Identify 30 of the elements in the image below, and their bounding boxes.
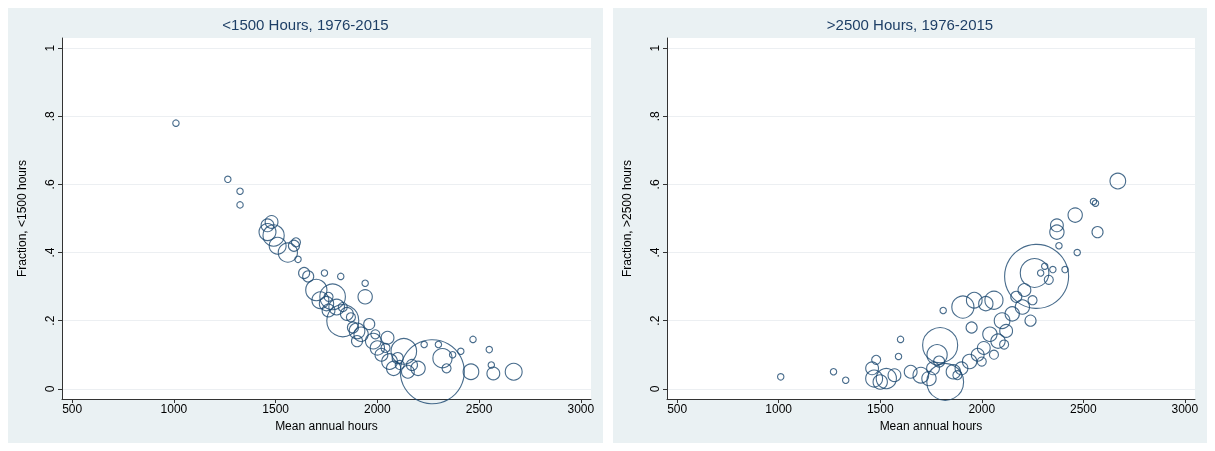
x-tick-label: 2500: [1069, 402, 1097, 416]
x-axis-title: Mean annual hours: [879, 418, 983, 433]
y-tick-label: .4: [43, 247, 57, 258]
x-tick-label: 1000: [160, 402, 188, 416]
y-tick-label: .6: [43, 179, 57, 190]
x-tick-label: 500: [667, 402, 688, 416]
y-axis-title: Fraction, <1500 hours: [15, 159, 29, 278]
x-axis-title: Mean annual hours: [275, 418, 378, 433]
y-tick-label: .8: [43, 111, 57, 122]
y-axis-title: Fraction, >2500 hours: [620, 159, 634, 278]
x-tick-label: 500: [62, 402, 83, 416]
x-tick-label: 2000: [364, 402, 392, 416]
y-tick-label: 1: [648, 44, 662, 52]
x-tick-label: 3000: [567, 402, 595, 416]
y-tick-label: .2: [43, 315, 57, 326]
y-tick-label: 1: [43, 44, 57, 52]
chart-title: >2500 Hours, 1976-2015: [826, 16, 994, 33]
x-tick-label: 2000: [968, 402, 996, 416]
y-tick-label: .6: [648, 179, 662, 190]
y-tick-label: 0: [43, 385, 57, 393]
x-tick-label: 1500: [866, 402, 894, 416]
y-tick-label: .4: [648, 247, 662, 258]
x-tick-label: 3000: [1171, 402, 1199, 416]
x-tick-label: 2500: [465, 402, 493, 416]
x-tick-label: 1000: [765, 402, 793, 416]
y-tick-label: 0: [648, 385, 662, 393]
y-tick-label: .8: [648, 111, 662, 122]
y-tick-label: .2: [648, 315, 662, 326]
x-tick-label: 1500: [262, 402, 290, 416]
chart-title: <1500 Hours, 1976-2015: [222, 16, 389, 33]
